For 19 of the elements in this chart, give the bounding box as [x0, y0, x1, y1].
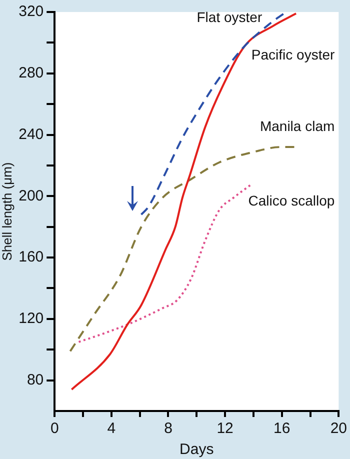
- x-tick-label: 4: [107, 420, 116, 438]
- x-tick-label: 8: [164, 420, 172, 438]
- series-label: Flat oyster: [196, 8, 262, 25]
- y-tick-label: 160: [18, 248, 44, 266]
- x-axis-title: Days: [180, 441, 214, 458]
- y-axis-title: Shell length (μm): [0, 162, 14, 261]
- y-tick-label: 120: [18, 310, 44, 328]
- series-label: Calico scallop: [248, 192, 335, 209]
- y-tick-label: 280: [18, 64, 44, 82]
- series-label: Pacific oyster: [251, 46, 335, 62]
- y-tick-label: 240: [18, 126, 44, 143]
- x-tick-label: 20: [330, 420, 347, 438]
- x-tick-label: 0: [50, 420, 59, 438]
- y-tick-label: 80: [26, 371, 44, 388]
- y-tick-label: 200: [18, 187, 44, 204]
- x-tick-label: 12: [216, 420, 234, 438]
- x-tick-label: 16: [274, 420, 290, 438]
- y-tick-label: 320: [18, 3, 44, 20]
- series-label: Manila clam: [260, 118, 335, 134]
